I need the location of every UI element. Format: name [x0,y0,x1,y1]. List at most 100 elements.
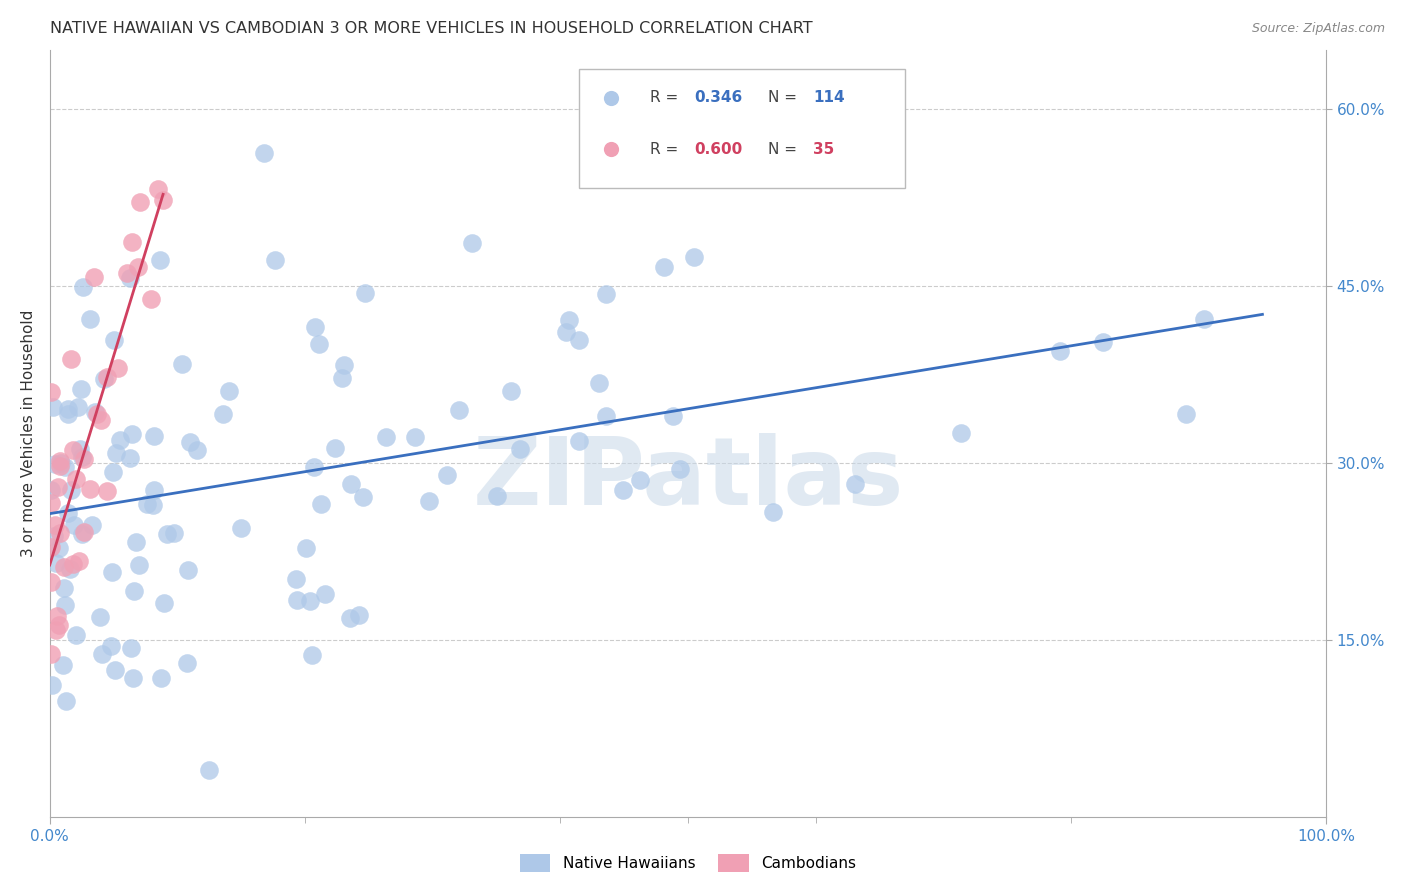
Point [127,260,149,274]
Point [436,468,458,483]
Point [39,575,62,590]
Point [59,562,82,576]
Point [330,371,353,385]
Point [41,483,63,497]
Point [353,285,375,300]
Point [347,608,370,623]
Point [79,482,101,496]
Point [143,429,166,443]
Point [669,462,692,476]
Point [62,518,84,533]
Point [128,195,150,210]
Point [55,694,77,708]
Point [662,409,685,423]
Point [69,382,91,396]
Point [110,433,132,447]
Point [146,182,169,196]
Point [101,465,124,479]
Point [142,498,165,512]
Point [121,235,143,249]
Text: N =: N = [769,142,803,157]
Point [139,292,162,306]
Point [124,583,146,598]
Point [555,326,578,340]
Point [176,563,198,577]
Point [314,587,336,601]
Text: R =: R = [650,142,683,157]
Point [218,384,240,398]
Point [53,581,76,595]
Point [333,358,356,372]
Point [172,358,194,372]
Point [39,540,62,554]
Point [176,657,198,671]
Point [79,312,101,326]
Point [485,489,508,503]
Point [105,446,128,460]
Text: 0.346: 0.346 [695,90,742,105]
Point [302,459,325,474]
Text: N =: N = [769,90,803,105]
Text: NATIVE HAWAIIAN VS CAMBODIAN 3 OR MORE VEHICLES IN HOUSEHOLD CORRELATION CHART: NATIVE HAWAIIAN VS CAMBODIAN 3 OR MORE V… [49,21,813,36]
Point [62,557,84,571]
FancyBboxPatch shape [579,69,905,187]
Text: 35: 35 [813,142,834,157]
Point [558,312,581,326]
Point [48,541,70,555]
Point [568,333,591,347]
Point [44,457,66,471]
Point [654,260,676,275]
Point [142,483,165,497]
Point [121,427,143,442]
Point [304,319,326,334]
Point [100,639,122,653]
Point [39,384,62,399]
Point [135,497,157,511]
Point [83,269,105,284]
Point [588,376,610,391]
Point [103,333,125,347]
Point [90,648,112,662]
Point [120,641,142,656]
Point [72,279,94,293]
Point [65,472,87,486]
Point [73,524,96,539]
Text: 0.600: 0.600 [695,142,742,157]
Point [51,456,73,470]
Point [122,671,145,685]
Point [264,252,287,267]
Point [101,565,124,579]
Point [375,430,398,444]
Point [612,483,634,497]
Point [339,611,361,625]
Point [294,541,316,555]
Point [323,441,346,455]
Point [45,609,67,624]
Point [1174,407,1197,421]
Point [844,477,866,491]
Point [156,526,179,541]
Point [340,476,363,491]
Point [86,407,108,421]
Point [1049,343,1071,358]
Text: Source: ZipAtlas.com: Source: ZipAtlas.com [1251,22,1385,36]
Point [41,678,63,692]
Point [628,473,651,487]
Point [39,496,62,510]
Point [93,372,115,386]
Point [568,434,591,448]
Text: ZIPatlas: ZIPatlas [472,434,904,525]
Point [89,610,111,624]
Point [198,763,221,777]
Point [509,442,531,457]
Point [682,250,704,264]
Point [1092,335,1115,350]
Point [53,598,76,612]
Point [118,451,141,466]
Point [42,529,65,543]
Point [69,442,91,456]
Point [149,253,172,268]
Point [152,193,174,207]
Point [60,352,83,367]
Point [501,384,523,398]
